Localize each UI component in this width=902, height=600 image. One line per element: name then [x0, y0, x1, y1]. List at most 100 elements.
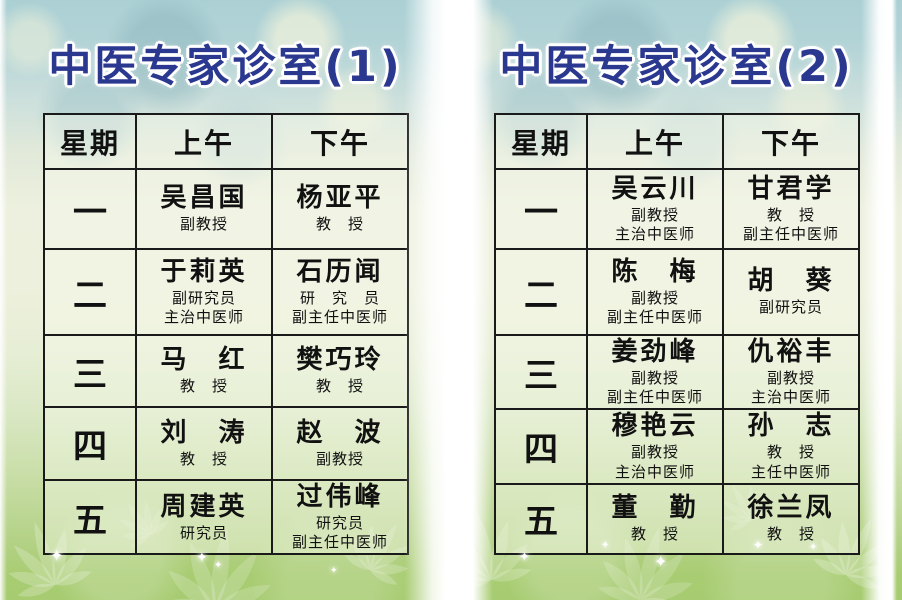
table-row-tuesday: 二 于莉英 副研究员 主治中医师 石历闻 研 究 员 副主任中医师 — [43, 248, 409, 336]
schedule-cell: 樊巧玲 教 授 — [271, 334, 409, 408]
doctor-title: 研究员 — [315, 513, 364, 532]
schedule-cell: 于莉英 副研究员 主治中医师 — [135, 248, 273, 336]
doctor-title: 研 究 员 — [299, 288, 380, 307]
schedule-cell: 杨亚平 教 授 — [271, 168, 409, 250]
doctor-name: 石历闻 — [296, 256, 384, 287]
doctor-title: 副主任中医师 — [291, 307, 388, 326]
weekday-cell: 二 — [494, 248, 588, 336]
weekday-cell: 五 — [43, 478, 137, 556]
schedule-cell: 孙 志 教 授 主任中医师 — [722, 408, 860, 485]
weekday-label: 二 — [73, 275, 107, 316]
doctor-title: 副主任中医师 — [606, 307, 703, 326]
doctor-name: 吴云川 — [611, 173, 699, 204]
weekday-label: 四 — [524, 430, 558, 471]
poster-clinic-2: 中医专家诊室(2) 星期 上午 下午 一 吴云川 副教授 主治中医师 甘君学 教… — [451, 0, 902, 600]
doctor-name: 孙 志 — [747, 411, 835, 442]
doctor-title: 副主任中医师 — [742, 224, 839, 243]
doctor-title: 主治中医师 — [750, 388, 831, 407]
header-cell-am: 上午 — [586, 113, 724, 170]
weekday-label: 五 — [524, 502, 558, 543]
header-am-label: 上午 — [624, 126, 685, 160]
header-cell-pm: 下午 — [722, 113, 860, 170]
doctor-name: 姜劲峰 — [611, 337, 699, 367]
doctor-name: 马 红 — [160, 345, 248, 376]
doctor-title: 主治中医师 — [163, 307, 244, 326]
weekday-cell: 四 — [494, 408, 588, 485]
table-row-friday: 五 周建英 研究员 过伟峰 研究员 副主任中医师 — [43, 478, 409, 556]
schedule-cell: 赵 波 副教授 — [271, 406, 409, 481]
weekday-cell: 五 — [494, 482, 588, 555]
schedule-cell: 吴昌国 副教授 — [135, 168, 273, 250]
weekday-label: 一 — [73, 192, 107, 233]
schedule-cell: 徐兰凤 教 授 — [722, 482, 860, 555]
doctor-name: 于莉英 — [160, 256, 248, 287]
weekday-label: 四 — [73, 427, 107, 467]
schedule-cell: 穆艳云 副教授 主治中医师 — [586, 408, 724, 485]
weekday-label: 三 — [524, 355, 558, 396]
doctor-title: 副研究员 — [758, 298, 823, 317]
doctor-name: 刘 涛 — [160, 417, 248, 448]
schedule-cell: 甘君学 教 授 副主任中医师 — [722, 168, 860, 250]
sparkle-icon: ✦ — [330, 566, 338, 576]
schedule-cell: 吴云川 副教授 主治中医师 — [586, 168, 724, 250]
weekday-cell: 一 — [494, 168, 588, 250]
table-row-tuesday: 二 陈 梅 副教授 副主任中医师 胡 葵 副研究员 — [494, 248, 860, 336]
doctor-name: 董 勤 — [611, 493, 699, 524]
weekday-cell: 四 — [43, 406, 137, 481]
schedule-cell: 过伟峰 研究员 副主任中医师 — [271, 478, 409, 556]
doctor-name: 周建英 — [160, 491, 248, 522]
header-am-label: 上午 — [173, 126, 234, 160]
header-week-label: 星期 — [59, 126, 120, 160]
schedule-cell: 董 勤 教 授 — [586, 482, 724, 555]
doctor-title: 副教授 — [630, 205, 679, 224]
doctor-title: 副教授 — [630, 443, 679, 462]
table-row-monday: 一 吴云川 副教授 主治中医师 甘君学 教 授 副主任中医师 — [494, 168, 860, 250]
weekday-label: 一 — [524, 192, 558, 233]
schedule-cell: 石历闻 研 究 员 副主任中医师 — [271, 248, 409, 336]
doctor-title: 教 授 — [766, 205, 815, 224]
doctor-name: 杨亚平 — [296, 183, 384, 214]
table-row-wednesday: 三 马 红 教 授 樊巧玲 教 授 — [43, 334, 409, 408]
header-cell-am: 上午 — [135, 113, 273, 170]
weekday-cell: 二 — [43, 248, 137, 336]
header-pm-label: 下午 — [760, 126, 821, 160]
doctor-title: 教 授 — [315, 377, 364, 396]
poster-clinic-1: 中医专家诊室(1) 星期 上午 下午 一 吴昌国 副教授 杨亚平 教 授 — [0, 0, 451, 600]
weekday-cell: 三 — [494, 333, 588, 411]
schedule-table-2: 星期 上午 下午 一 吴云川 副教授 主治中医师 甘君学 教 授 副主任中医师 … — [494, 113, 860, 555]
doctor-name: 樊巧玲 — [296, 345, 384, 376]
doctor-title: 教 授 — [315, 215, 364, 234]
schedule-cell: 陈 梅 副教授 副主任中医师 — [586, 248, 724, 336]
weekday-cell: 三 — [43, 334, 137, 408]
header-week-label: 星期 — [510, 126, 571, 160]
poster-title: 中医专家诊室(2) — [499, 42, 854, 92]
doctor-title: 副教授 — [766, 368, 815, 387]
doctor-title: 副教授 — [179, 215, 228, 234]
doctor-name: 徐兰凤 — [747, 493, 835, 524]
doctor-name: 仇裕丰 — [747, 337, 835, 367]
table-row-wednesday: 三 姜劲峰 副教授 副主任中医师 仇裕丰 副教授 主治中医师 — [494, 333, 860, 411]
header-cell-pm: 下午 — [271, 113, 409, 170]
doctor-title: 副教授 — [630, 368, 679, 387]
doctor-title: 副研究员 — [171, 288, 236, 307]
table-row-thursday: 四 穆艳云 副教授 主治中医师 孙 志 教 授 主任中医师 — [494, 408, 860, 485]
table-row-friday: 五 董 勤 教 授 徐兰凤 教 授 — [494, 482, 860, 555]
schedule-cell: 周建英 研究员 — [135, 478, 273, 556]
doctor-name: 陈 梅 — [611, 256, 699, 287]
schedule-cell: 胡 葵 副研究员 — [722, 248, 860, 336]
sparkle-icon: ✦ — [214, 560, 223, 571]
doctor-title: 副教授 — [315, 449, 364, 468]
schedule-cell: 刘 涛 教 授 — [135, 406, 273, 481]
doctor-title: 研究员 — [179, 523, 228, 542]
doctor-name: 甘君学 — [747, 173, 835, 204]
poster-title: 中医专家诊室(1) — [48, 42, 403, 92]
table-header-row: 星期 上午 下午 — [43, 113, 409, 170]
weekday-label: 五 — [73, 500, 107, 541]
doctor-title: 主治中医师 — [614, 224, 695, 243]
doctor-name: 胡 葵 — [747, 266, 835, 297]
header-cell-week: 星期 — [494, 113, 588, 170]
schedule-cell: 仇裕丰 副教授 主治中医师 — [722, 333, 860, 411]
doctor-title: 副主任中医师 — [606, 388, 703, 407]
table-row-monday: 一 吴昌国 副教授 杨亚平 教 授 — [43, 168, 409, 250]
